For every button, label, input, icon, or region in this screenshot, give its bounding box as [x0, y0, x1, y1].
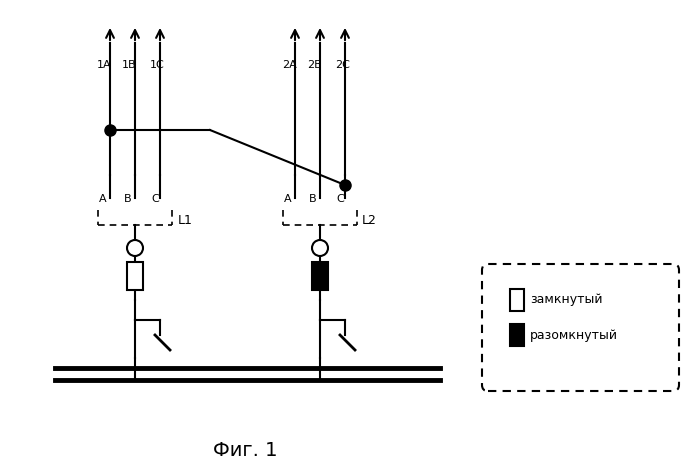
- Text: разомкнутый: разомкнутый: [530, 329, 618, 342]
- Text: A: A: [284, 194, 291, 204]
- Text: 2C: 2C: [335, 60, 350, 70]
- Text: B: B: [309, 194, 317, 204]
- Text: C: C: [336, 194, 344, 204]
- Circle shape: [312, 240, 328, 256]
- Text: 1B: 1B: [122, 60, 136, 70]
- Text: 1C: 1C: [150, 60, 165, 70]
- Bar: [510, 289, 524, 311]
- Text: C: C: [151, 194, 159, 204]
- Bar: [312, 262, 328, 290]
- Text: 2B: 2B: [307, 60, 322, 70]
- Text: A: A: [99, 194, 107, 204]
- Bar: [127, 262, 143, 290]
- Text: B: B: [124, 194, 132, 204]
- Bar: [510, 324, 524, 346]
- Text: Фиг. 1: Фиг. 1: [212, 440, 278, 459]
- Circle shape: [127, 240, 143, 256]
- FancyBboxPatch shape: [482, 264, 679, 391]
- Text: замкнутый: замкнутый: [530, 294, 603, 307]
- Text: 2A: 2A: [282, 60, 297, 70]
- Text: L2: L2: [362, 213, 377, 226]
- Text: L1: L1: [178, 213, 193, 226]
- Text: 1A: 1A: [97, 60, 112, 70]
